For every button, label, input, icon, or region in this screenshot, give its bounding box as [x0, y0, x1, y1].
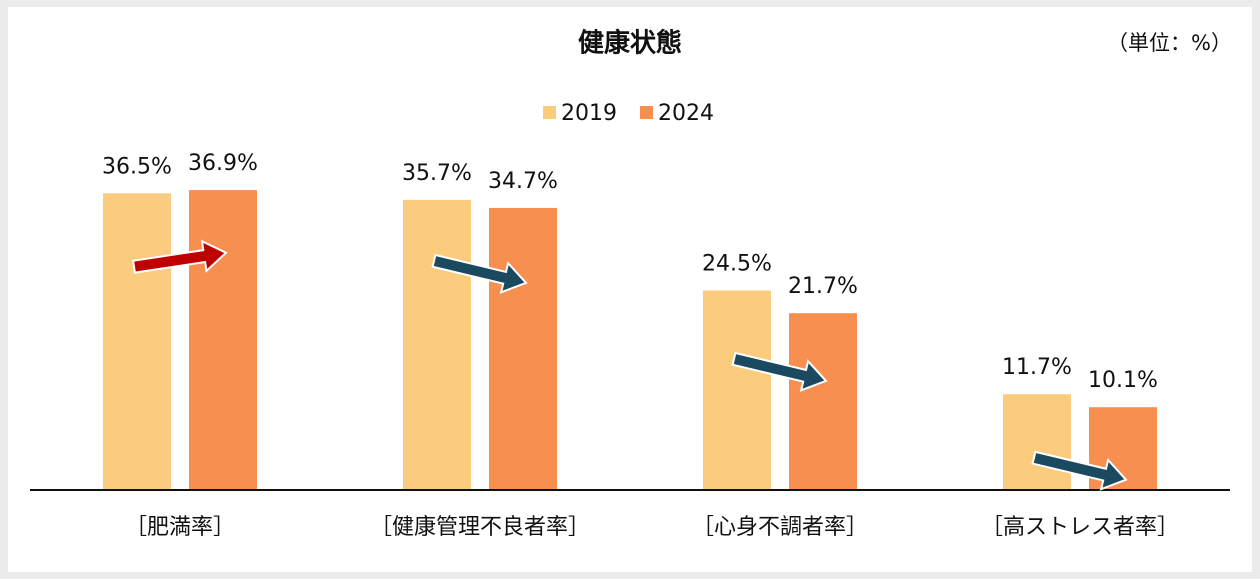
bar [189, 190, 257, 490]
legend-swatch [640, 106, 653, 119]
x-tick-label: ［肥満率］ [125, 515, 235, 540]
legend-label: 2019 [561, 101, 617, 126]
chart-title: 健康状態 [578, 28, 682, 59]
legend-label: 2024 [658, 101, 714, 126]
x-tick-label: ［心身不調者率］ [692, 515, 868, 540]
bar [489, 207, 557, 489]
trend-arrow [431, 253, 528, 294]
bar [103, 193, 171, 489]
value-label: 11.7% [1002, 355, 1072, 380]
bar [1003, 394, 1071, 489]
value-label: 35.7% [402, 161, 472, 186]
x-tick-label: ［高ストレス者率］ [981, 515, 1179, 540]
unit-note: （単位：%） [1107, 31, 1232, 55]
value-label: 36.9% [188, 151, 258, 176]
value-label: 10.1% [1088, 368, 1158, 393]
bar [789, 313, 857, 489]
value-label: 34.7% [488, 169, 558, 194]
bar [403, 199, 471, 489]
value-label: 21.7% [788, 274, 858, 299]
trend-arrow [731, 351, 828, 392]
x-tick-label: ［健康管理不良者率］ [370, 515, 590, 540]
value-label: 24.5% [702, 252, 772, 277]
trend-arrow [131, 239, 228, 274]
value-label: 36.5% [102, 154, 172, 179]
bar [703, 290, 771, 489]
trend-arrow [1031, 450, 1128, 491]
legend-swatch [543, 106, 556, 119]
